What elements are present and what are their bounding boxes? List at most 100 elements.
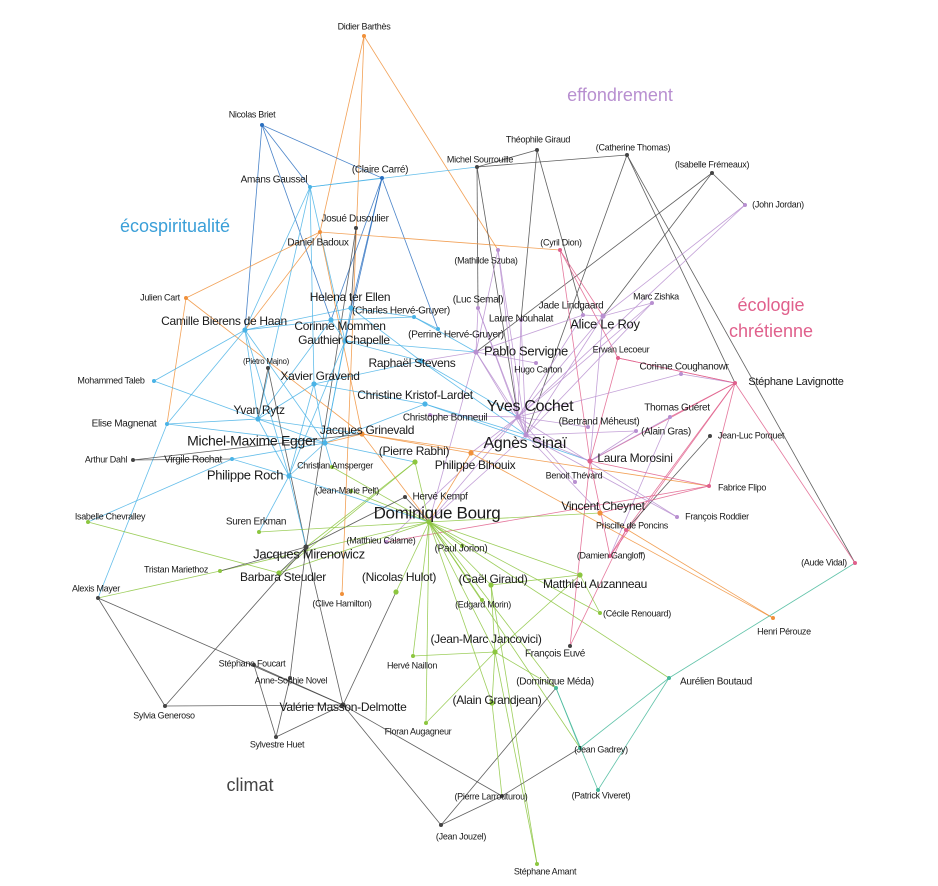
node-valerie-masson-delmotte[interactable] xyxy=(340,702,346,708)
node-luc-semal[interactable] xyxy=(476,306,480,310)
node-yvan-rytz[interactable] xyxy=(255,416,261,422)
node-suren-erkman[interactable] xyxy=(257,530,261,534)
node-didier-barthes[interactable] xyxy=(362,34,366,38)
node-hugo-carton[interactable] xyxy=(534,361,538,365)
node-stephane-amant[interactable] xyxy=(535,862,539,866)
node-philippe-roch[interactable] xyxy=(286,473,292,479)
edge-agnes-sinai-vincent-cheynet xyxy=(525,434,601,514)
node-matthieu-auzanneau[interactable] xyxy=(577,572,583,578)
node-label-fabrice-flipo: Fabrice Flipo xyxy=(718,482,766,492)
node-damien-gangloff[interactable] xyxy=(608,554,612,558)
node-perrine-herve-gruyer[interactable] xyxy=(436,327,440,331)
node-laure-nouhalat[interactable] xyxy=(519,318,523,322)
node-julien-cart[interactable] xyxy=(184,296,188,300)
node-bertrand-meheust[interactable] xyxy=(586,425,590,429)
edge-dominique-bourg-alain-grandjean xyxy=(428,521,493,704)
node-jean-luc-porquet[interactable] xyxy=(708,434,712,438)
node-theophile-giraud[interactable] xyxy=(535,148,539,152)
node-pierre-larrouturou[interactable] xyxy=(500,794,504,798)
node-dominique-bourg[interactable] xyxy=(426,519,432,525)
node-alice-le-roy[interactable] xyxy=(600,313,606,319)
node-gauthier-chapelle[interactable] xyxy=(342,338,348,344)
node-marc-zishka[interactable] xyxy=(650,301,654,305)
node-arthur-dahl[interactable] xyxy=(131,458,135,462)
node-alain-grandjean[interactable] xyxy=(489,700,495,706)
node-aurelien-boutaud[interactable] xyxy=(667,676,671,680)
node-jean-marie-pelt[interactable] xyxy=(349,489,353,493)
node-cecile-renouard[interactable] xyxy=(598,611,602,615)
node-edgard-morin[interactable] xyxy=(480,598,484,602)
node-christian-amsperger[interactable] xyxy=(330,465,334,469)
node-corinne-mommen[interactable] xyxy=(328,317,334,323)
node-corinne-coughanowr[interactable] xyxy=(679,372,683,376)
node-agnes-sinai[interactable] xyxy=(523,432,529,438)
node-anne-sophie-novel[interactable] xyxy=(288,676,292,680)
node-jade-lindgaard[interactable] xyxy=(581,313,585,317)
node-john-jordan[interactable] xyxy=(743,203,747,207)
node-sylvestre-huet[interactable] xyxy=(274,735,278,739)
node-floran-augagneur[interactable] xyxy=(424,721,428,725)
node-thomas-gueret[interactable] xyxy=(668,415,672,419)
node-jean-jouzel[interactable] xyxy=(439,823,443,827)
node-cyril-dion[interactable] xyxy=(558,248,562,252)
node-francois-euve[interactable] xyxy=(568,644,572,648)
node-aude-vidal[interactable] xyxy=(853,561,857,565)
node-mohammed-taleb[interactable] xyxy=(152,379,156,383)
node-elise-magnenat[interactable] xyxy=(165,422,169,426)
node-mathilde-szuba[interactable] xyxy=(496,248,500,252)
node-francois-roddier[interactable] xyxy=(675,515,679,519)
node-stephane-foucart[interactable] xyxy=(252,663,256,667)
node-pablo-servigne[interactable] xyxy=(473,349,479,355)
node-amans-gaussel[interactable] xyxy=(308,185,312,189)
node-erwan-lecoeur[interactable] xyxy=(616,356,620,360)
node-gael-giraud[interactable] xyxy=(488,582,494,588)
node-charles-herve-gruyer[interactable] xyxy=(412,315,416,319)
node-philippe-bihouix[interactable] xyxy=(468,450,474,456)
node-daniel-badoux[interactable] xyxy=(318,230,322,234)
node-alain-gras[interactable] xyxy=(634,429,638,433)
node-helena-ter-ellen[interactable] xyxy=(348,305,354,311)
node-jean-marc-jancovici[interactable] xyxy=(492,649,498,655)
node-clive-hamilton[interactable] xyxy=(340,592,344,596)
node-jacques-grinevald[interactable] xyxy=(359,431,365,437)
node-josue-dusoulier[interactable] xyxy=(354,226,358,230)
node-yves-cochet[interactable] xyxy=(515,414,521,420)
node-pierre-rabhi[interactable] xyxy=(412,459,418,465)
node-paul-jorion[interactable] xyxy=(460,544,464,548)
node-christophe-bonneuil[interactable] xyxy=(428,413,432,417)
node-jacques-mirenowicz[interactable] xyxy=(303,544,309,550)
node-claire-carre[interactable] xyxy=(380,176,384,180)
edge-charles-herve-gruyer-corinne-mommen xyxy=(330,316,415,321)
node-herve-naillon[interactable] xyxy=(411,654,415,658)
node-raphael-stevens[interactable] xyxy=(418,358,424,364)
node-benoit-thevard[interactable] xyxy=(573,480,577,484)
node-barbara-steudler[interactable] xyxy=(276,570,282,576)
node-nicolas-briet[interactable] xyxy=(260,123,264,127)
node-herve-kempf[interactable] xyxy=(403,495,407,499)
node-nicolas-hulot[interactable] xyxy=(393,589,399,595)
node-dominique-meda[interactable] xyxy=(554,686,558,690)
node-michel-sourrouille[interactable] xyxy=(475,165,479,169)
node-catherine-thomas[interactable] xyxy=(625,153,629,157)
node-laura-morosini[interactable] xyxy=(587,458,593,464)
node-jean-gadrey[interactable] xyxy=(578,746,582,750)
node-virgile-rochat[interactable] xyxy=(230,457,234,461)
node-stephane-lavignotte[interactable] xyxy=(733,381,737,385)
node-sylvia-generoso[interactable] xyxy=(163,704,167,708)
node-michel-maxime-egger[interactable] xyxy=(322,440,328,446)
node-henri-perouze[interactable] xyxy=(771,616,775,620)
node-camille-bierens-de-haan[interactable] xyxy=(242,327,248,333)
node-patrick-viveret[interactable] xyxy=(596,788,600,792)
node-isabelle-fremeaux[interactable] xyxy=(710,171,714,175)
node-xavier-gravend[interactable] xyxy=(311,381,317,387)
node-christine-kristof-lardet[interactable] xyxy=(422,401,428,407)
edge-raphael-stevens-agnes-sinai xyxy=(420,360,527,436)
node-fabrice-flipo[interactable] xyxy=(707,484,711,488)
node-isabelle-chevralley[interactable] xyxy=(86,520,90,524)
node-matthieu-calame[interactable] xyxy=(384,540,388,544)
node-priscille-de-poncins[interactable] xyxy=(624,528,628,532)
node-vincent-cheynet[interactable] xyxy=(597,510,603,516)
node-alexis-mayer[interactable] xyxy=(96,596,100,600)
node-pietro-majno[interactable] xyxy=(266,366,270,370)
node-tristan-mariethoz[interactable] xyxy=(218,569,222,573)
